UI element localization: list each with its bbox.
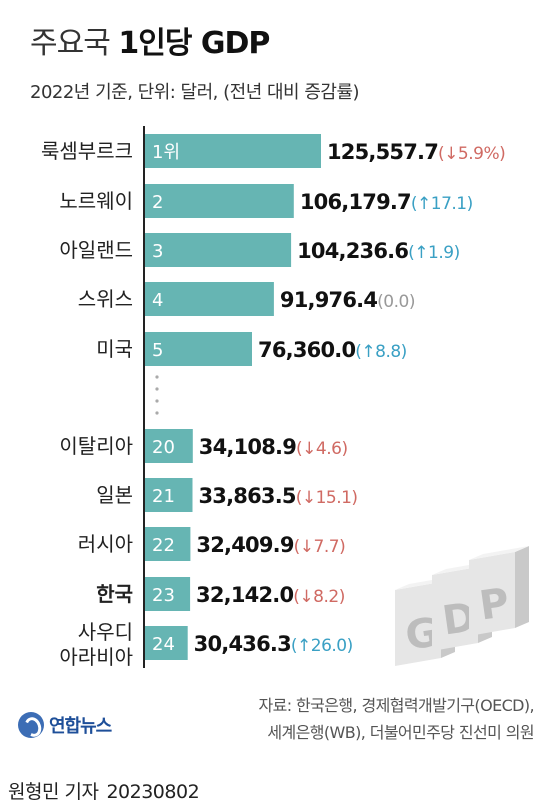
rank-label: 24 [152,634,175,655]
gdp-letter: P [477,580,512,630]
country-label: 러시아 [78,532,133,556]
chart-row: 22 러시아 32,409.9(↓7.7) [78,527,346,561]
change-label: (↓15.1) [296,488,358,508]
chart-subtitle: 2022년 기준, 단위: 달러, (전년 대비 증감률) [30,82,360,103]
gdp-3d-decoration: GDP [395,546,529,666]
source-line-2: 세계은행(WB), 더불어민주당 진선미 의원 [267,723,534,742]
rank-label: 3 [152,241,163,262]
bar [145,282,274,316]
chart-title: 주요국 1인당 GDP [30,18,270,62]
rank-label: 21 [152,486,175,507]
value-label: 33,863.5(↓15.1) [198,484,357,508]
country-label: 스위스 [78,287,133,311]
author: 원형민 기자 [8,781,99,803]
country-label: 미국 [96,337,133,361]
bar [145,626,188,660]
value-label: 106,179.7(↑17.1) [300,190,473,214]
value-label: 125,557.7(↓5.9%) [327,140,505,164]
gdp-block-top [469,546,529,560]
chart-row: 2 노르웨이 106,179.7(↑17.1) [59,184,473,218]
title-bold: 1인당 GDP [118,26,270,61]
country-label-line2: 아라비아 [59,645,133,669]
chart-rows: 1위 룩셈부르크 125,557.7(↓5.9%) 2 노르웨이 106,179.7(↑1… [41,134,506,669]
change-label: (↑26.0) [291,636,353,656]
source-line-1: 자료: 한국은행, 경제협력개발기구(OECD), [258,696,535,715]
change-label: (↓7.7) [294,537,346,557]
value-label: 76,360.0(↑8.8) [258,338,407,362]
bar [145,332,252,366]
bar [145,429,193,463]
chart-row: 5 미국 76,360.0(↑8.8) [96,332,407,366]
bar [145,233,292,267]
country-label: 이탈리아 [59,434,133,458]
bar [145,184,294,218]
rank-label: 20 [152,437,175,458]
gdp-block-face [469,552,515,636]
country-label: 아일랜드 [59,238,133,262]
change-label: (↓8.2) [293,587,345,607]
value-label: 32,409.9(↓7.7) [196,533,345,557]
chart-row: 3 아일랜드 104,236.6(↑1.9) [59,233,460,267]
country-label: 노르웨이 [59,189,133,213]
rank-label: 22 [152,535,175,556]
change-label: (↓5.9%) [438,144,505,164]
chart-row: 23 한국 32,142.0(↓8.2) [96,577,345,611]
publish-date: 20230802 [106,781,200,803]
gdp-block-side [515,546,529,628]
country-label: 일본 [96,483,133,507]
title-light: 주요국 [30,26,111,61]
byline: 원형민 기자 20230802 [8,777,200,804]
bar [145,527,191,561]
yonhap-logo: 연합뉴스 [18,712,112,738]
logo-name: 연합뉴스 [49,716,112,737]
rank-label: 2 [152,192,163,213]
bar [145,134,321,168]
rank-label: 5 [152,340,163,361]
rank-label: 23 [152,585,175,606]
value-label: 91,976.4(0.0) [280,288,415,312]
chart-row: 1위 룩셈부르크 125,557.7(↓5.9%) [41,134,506,168]
chart-row: 4 스위스 91,976.4(0.0) [78,282,415,316]
change-label: (↑8.8) [355,342,407,362]
rank-label: 1위 [152,142,180,163]
gdp-block-face [432,567,478,651]
change-label: (↑1.9) [408,243,460,263]
bar [145,478,193,512]
logo-mark-icon [18,712,44,738]
value-label: 30,436.3(↑26.0) [194,632,353,656]
country-label: 한국 [96,582,133,606]
chart-row: 20 이탈리아 34,108.9(↓4.6) [59,429,348,463]
change-label: (0.0) [377,292,415,312]
value-label: 104,236.6(↑1.9) [297,239,460,263]
change-label: (↓4.6) [296,439,348,459]
source-note: 자료: 한국은행, 경제협력개발기구(OECD), 세계은행(WB), 더불어민… [259,692,535,746]
change-label: (↑17.1) [411,194,473,214]
chart-row: 21 일본 33,863.5(↓15.1) [96,478,358,512]
rank-label: 4 [152,290,163,311]
country-label: 룩셈부르크 [41,139,133,163]
value-label: 34,108.9(↓4.6) [199,435,348,459]
country-label: 사우디 [78,620,133,644]
axis-break-dots [155,375,159,415]
value-label: 32,142.0(↓8.2) [196,583,345,607]
gdp-block-face [395,582,441,666]
bar [145,577,191,611]
